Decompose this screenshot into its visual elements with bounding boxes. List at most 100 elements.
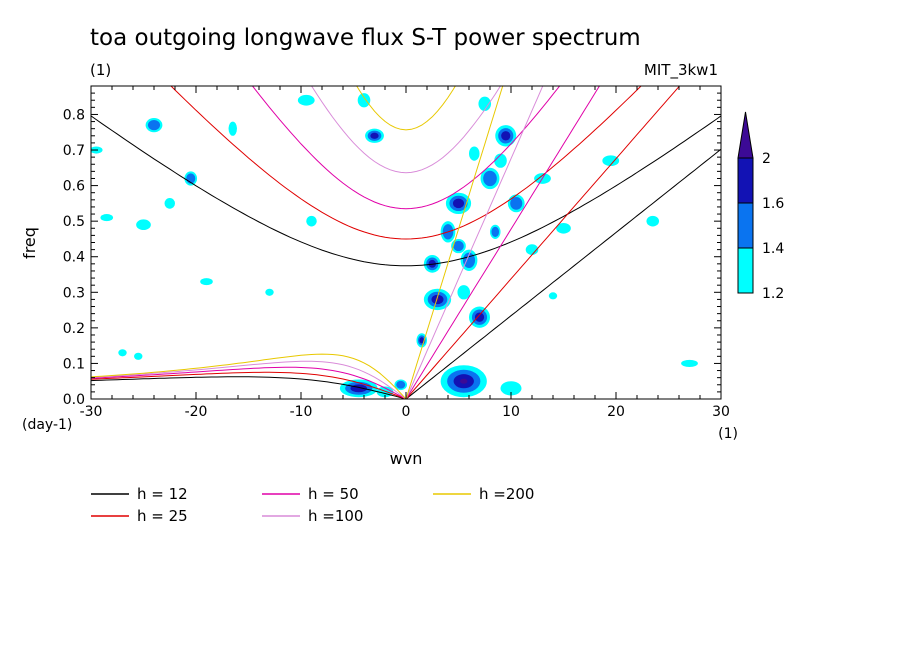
contour-blob-40 [525, 244, 539, 255]
x-tick-label-2: -10 [290, 404, 313, 420]
contour-blob-29 [297, 94, 315, 106]
contour-blob-17-level-2 [396, 380, 406, 389]
dispersion-curve-h25-kelvin [405, 86, 681, 399]
contour-blob-36-level-1 [646, 215, 660, 227]
contour-blob-28 [306, 215, 317, 227]
dispersion-curve-h100-rossby [91, 360, 407, 399]
y-unit-label: (day-1) [22, 417, 72, 433]
colorbar-label-1: 1.6 [762, 196, 784, 212]
y-axis-label: freq [20, 227, 39, 259]
x-tick-label-3: 0 [402, 404, 411, 420]
contour-blob-13 [478, 96, 492, 111]
contour-blob-41 [490, 224, 501, 239]
dispersion-curve-h25-rossby [91, 371, 407, 399]
x-tick-label-1: -20 [185, 404, 208, 420]
contour-blob-28-level-1 [306, 215, 317, 227]
plot-frame [90, 85, 722, 400]
contour-blob-38 [500, 381, 522, 396]
dispersion-curve-h50-rossby [91, 366, 407, 399]
contour-blob-17 [394, 379, 408, 391]
y-tick-label-2: 0.2 [63, 321, 85, 337]
legend-label-0: h = 12 [137, 485, 188, 503]
legend-label-3: h =100 [308, 507, 363, 525]
contour-blob-9-level-3 [419, 337, 425, 344]
contour-blob-2 [423, 288, 452, 311]
dispersion-curve-h200-gravity [356, 86, 456, 131]
y-tick-label-6: 0.6 [63, 179, 85, 195]
x-tick-label-6: 30 [712, 404, 730, 420]
colorbar-label-0: 2 [762, 151, 771, 167]
y-tick-label-3: 0.3 [63, 285, 85, 301]
y-tick-label-5: 0.5 [63, 214, 85, 230]
dispersion-curve-h100-kelvin [405, 86, 544, 399]
contour-blob-11-level-2 [483, 170, 497, 187]
contour-blob-34-level-1 [556, 222, 571, 234]
contour-blob-4-level-3 [370, 132, 379, 139]
y-tick-label-7: 0.7 [63, 143, 85, 159]
colorbar-segment-1 [737, 202, 754, 249]
contour-blob-24-level-1 [164, 198, 175, 209]
contour-blob-20 [145, 118, 163, 133]
contour-blob-31-level-1 [118, 349, 127, 357]
colorbar-segment-2 [737, 157, 754, 204]
contour-blob-19 [184, 171, 198, 186]
y-tick-label-0: 0.0 [63, 392, 85, 408]
dispersion-curve-h12-rossby [91, 376, 407, 399]
legend-label-2: h = 50 [308, 485, 359, 503]
contour-blob-31 [118, 349, 127, 357]
dispersion-curve-h12-gravity [91, 115, 721, 267]
contour-blob-35 [602, 155, 620, 167]
contour-blob-30-level-1 [357, 93, 371, 108]
contour-blob-5-level-3 [501, 131, 511, 141]
contour-blob-32-level-1 [134, 352, 143, 360]
dispersion-curve-h12-kelvin [405, 148, 721, 399]
colorbar: 2 1.6 1.4 1.2 [737, 111, 784, 302]
contour-blob-22 [100, 214, 114, 222]
legend-label-1: h = 25 [137, 507, 188, 525]
contour-blob-10-level-2 [453, 240, 464, 252]
dispersion-curve-h200-rossby [91, 353, 407, 399]
contour-blob-27-level-1 [265, 288, 274, 296]
contour-blob-37-level-1 [681, 359, 698, 367]
contour-blob-25-level-1 [200, 278, 213, 286]
contour-blob-37 [681, 359, 698, 367]
contour-blob-27 [265, 288, 274, 296]
x-tick-label-0: -30 [80, 404, 103, 420]
contour-blob-22-level-1 [100, 214, 114, 222]
colorbar-arrow [737, 111, 754, 159]
dispersion-curves [91, 86, 721, 399]
contour-blob-29-level-1 [297, 94, 315, 106]
y-tick-label-1: 0.1 [63, 356, 85, 372]
contour-blob-40-level-1 [525, 244, 539, 255]
x-unit-label: (1) [718, 426, 738, 442]
contour-blob-30 [357, 93, 371, 108]
contour-blob-42 [469, 146, 480, 161]
contour-blob-32 [134, 352, 143, 360]
y-tick-label-4: 0.4 [63, 250, 85, 266]
power-contour-fills [91, 93, 698, 398]
contour-blob-15 [457, 285, 471, 300]
dispersion-curve-h200-kelvin [405, 86, 504, 399]
contour-blob-23-level-1 [136, 219, 151, 231]
dispersion-curve-h25-gravity [170, 86, 642, 240]
chart-subtitle-left: (1) [90, 61, 111, 79]
dispersion-curve-h50-kelvin [405, 86, 601, 399]
contour-blob-3-level-3 [474, 312, 485, 322]
contour-blob-35-level-1 [602, 155, 620, 167]
contour-blob-14 [494, 153, 507, 168]
colorbar-segment-0 [737, 247, 754, 294]
contour-blob-41-level-2 [491, 226, 500, 237]
contour-blob-3 [469, 306, 490, 328]
contour-blob-14-level-1 [494, 153, 507, 168]
y-tick-label-8: 0.8 [63, 107, 85, 123]
contour-blob-25 [200, 278, 213, 286]
contour-blob-5 [495, 125, 517, 147]
contour-blob-36 [646, 215, 660, 227]
contour-blob-4 [365, 128, 384, 143]
contour-blob-38-level-1 [500, 381, 522, 396]
contour-blob-26 [228, 121, 237, 136]
contour-blob-13-level-1 [478, 96, 492, 111]
contour-blob-0 [440, 365, 487, 398]
contour-blob-24 [164, 198, 175, 209]
